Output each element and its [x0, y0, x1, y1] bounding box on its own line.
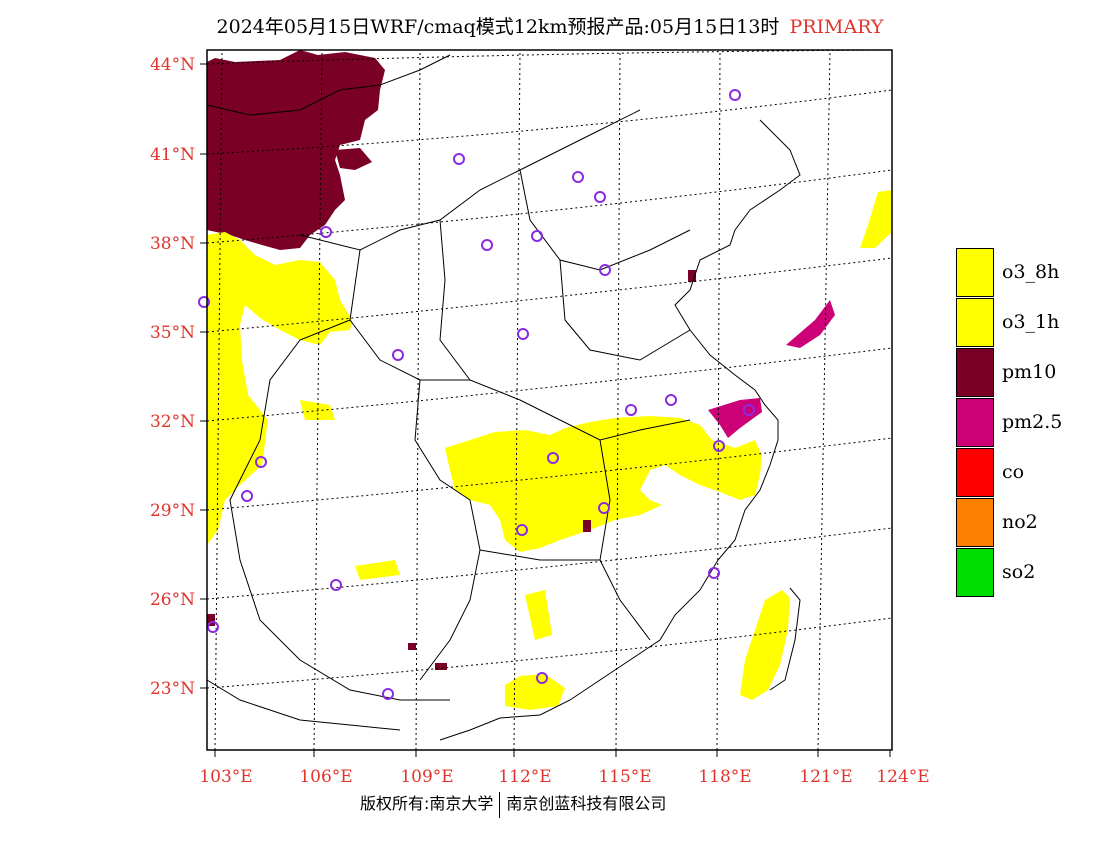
- pm10-spot: [583, 520, 591, 532]
- legend-swatch: [956, 298, 994, 347]
- station-layer: [198, 89, 755, 700]
- lon-label: 103°E: [199, 767, 252, 787]
- legend-label: no2: [1002, 511, 1038, 533]
- legend-label: pm2.5: [1002, 411, 1063, 433]
- pm25-region-sea: [786, 300, 835, 348]
- circle-icon: [536, 672, 548, 684]
- legend-swatch: [956, 248, 994, 297]
- legend-label: o3_8h: [1002, 261, 1060, 283]
- company-text: 南京创蓝科技有限公司: [506, 794, 667, 813]
- lat-label: 29°N: [150, 501, 195, 521]
- lat-label: 38°N: [150, 234, 195, 254]
- lon-label: 118°E: [698, 767, 751, 787]
- footer: 版权所有:南京大学 南京创蓝科技有限公司: [360, 790, 666, 818]
- o3-region-patch-2: [525, 590, 552, 640]
- province-borders: [229, 109, 691, 701]
- latitude-labels: 44°N 41°N 38°N 35°N 32°N 29°N 26°N 23°N: [150, 55, 195, 699]
- lon-label: 115°E: [598, 767, 651, 787]
- circle-icon: [516, 524, 528, 536]
- footer-divider: [499, 791, 501, 818]
- legend-item-co: co: [956, 448, 1096, 498]
- circle-icon: [708, 567, 720, 579]
- lat-label: 35°N: [150, 323, 195, 343]
- o3-region-shandong: [860, 190, 892, 248]
- graticule: [206, 49, 893, 751]
- circle-icon: [665, 394, 677, 406]
- title-text: 2024年05月15日WRF/cmaq模式12km预报产品:05月15日13时: [216, 16, 780, 38]
- copyright-text: 版权所有:南京大学: [360, 794, 494, 813]
- lon-label: 112°E: [498, 767, 551, 787]
- pm10-spot: [207, 614, 215, 626]
- legend-label: o3_1h: [1002, 311, 1060, 333]
- legend-swatch: [956, 348, 994, 397]
- pm10-region-northwest: [207, 50, 385, 250]
- pm10-spot: [408, 643, 416, 650]
- axis-ticks: [200, 63, 891, 757]
- legend-label: so2: [1002, 561, 1036, 583]
- circle-icon: [255, 456, 267, 468]
- o3-region-south: [505, 674, 565, 710]
- o3-region-central: [445, 416, 762, 552]
- legend-item-o3-8h: o3_8h: [956, 248, 1096, 298]
- circle-icon: [572, 171, 584, 183]
- legend-swatch: [956, 398, 994, 447]
- circle-icon: [330, 579, 342, 591]
- lon-label: 106°E: [299, 767, 352, 787]
- legend-label: co: [1002, 461, 1025, 483]
- lat-label: 26°N: [150, 590, 195, 610]
- legend-swatch: [956, 448, 994, 497]
- o3-region-west: [207, 232, 352, 545]
- coastline: [439, 119, 801, 741]
- circle-icon: [729, 89, 741, 101]
- legend-label: pm10: [1002, 361, 1057, 383]
- circle-icon: [382, 688, 394, 700]
- map-title: 2024年05月15日WRF/cmaq模式12km预报产品:05月15日13时 P…: [0, 12, 1100, 39]
- circle-icon: [241, 490, 253, 502]
- circle-icon: [320, 226, 332, 238]
- o3-region-taiwan: [740, 590, 790, 700]
- pollution-layer: [207, 50, 892, 710]
- circle-icon: [743, 404, 755, 416]
- circle-icon: [531, 230, 543, 242]
- lon-label: 109°E: [400, 767, 453, 787]
- circle-icon: [207, 621, 219, 633]
- circle-icon: [517, 328, 529, 340]
- pm10-region-north: [335, 148, 372, 170]
- map-frame: [206, 49, 893, 751]
- legend-item-no2: no2: [956, 498, 1096, 548]
- circle-icon: [481, 239, 493, 251]
- legend-swatch: [956, 498, 994, 547]
- circle-icon: [599, 264, 611, 276]
- lat-label: 32°N: [150, 412, 195, 432]
- pm10-spot: [435, 663, 447, 670]
- lat-label: 23°N: [150, 679, 195, 699]
- pm10-spot: [688, 270, 696, 282]
- circle-icon: [392, 349, 404, 361]
- lon-label: 121°E: [799, 767, 852, 787]
- lon-label: 124°E: [876, 767, 929, 787]
- circle-icon: [453, 153, 465, 165]
- longitude-labels: 103°E 106°E 109°E 112°E 115°E 118°E 121°…: [199, 767, 929, 787]
- circle-icon: [625, 404, 637, 416]
- circle-icon: [594, 191, 606, 203]
- o3-region-patch: [355, 560, 400, 580]
- lat-label: 44°N: [150, 55, 195, 75]
- legend-item-o3-1h: o3_1h: [956, 298, 1096, 348]
- circle-icon: [198, 296, 210, 308]
- legend-item-pm25: pm2.5: [956, 398, 1096, 448]
- pm25-region-east: [708, 398, 762, 438]
- legend-item-pm10: pm10: [956, 348, 1096, 398]
- circle-icon: [713, 440, 725, 452]
- status-label: PRIMARY: [789, 16, 884, 38]
- legend-item-so2: so2: [956, 548, 1096, 598]
- circle-icon: [598, 502, 610, 514]
- lat-label: 41°N: [150, 145, 195, 165]
- legend-swatch: [956, 548, 994, 597]
- circle-icon: [547, 452, 559, 464]
- legend: o3_8h o3_1h pm10 pm2.5 co no2 so2: [956, 248, 1096, 598]
